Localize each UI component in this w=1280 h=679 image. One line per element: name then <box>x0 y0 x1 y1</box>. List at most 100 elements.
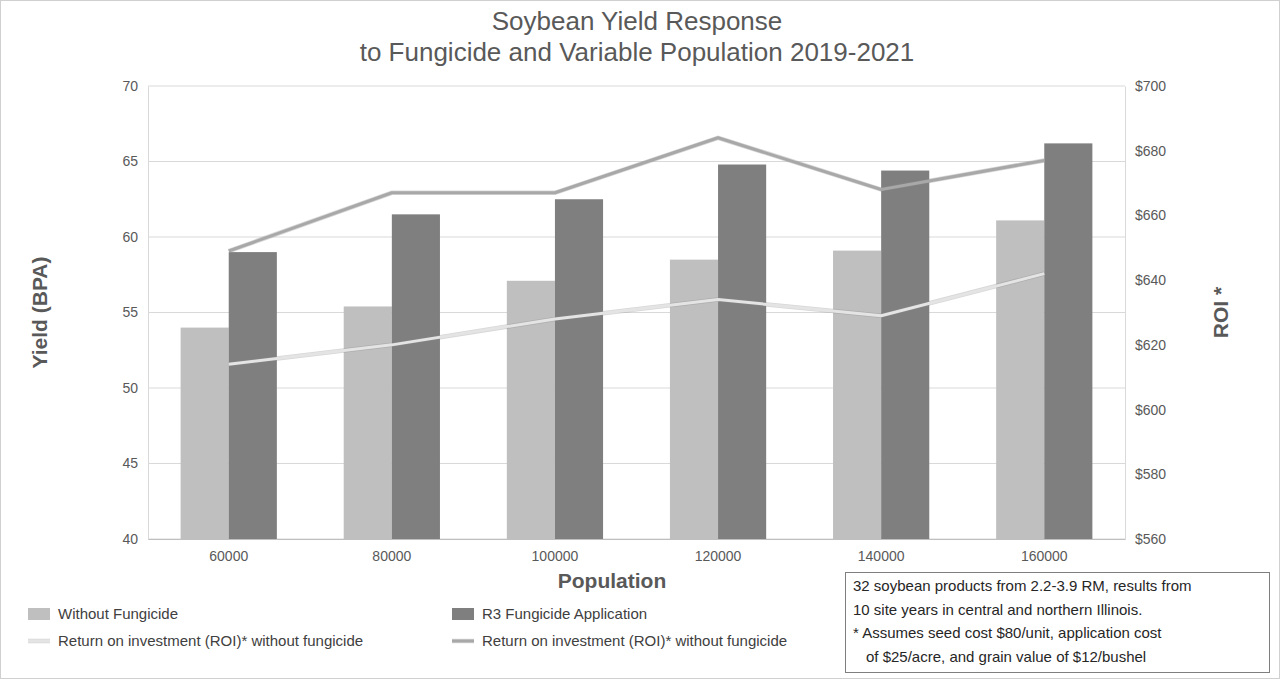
line <box>229 138 1045 251</box>
tick-label: 40 <box>122 531 138 547</box>
y-axis: 40 45 50 55 60 65 70 <box>122 78 148 547</box>
bar <box>181 328 229 539</box>
bar <box>555 199 603 539</box>
legend-swatch <box>452 640 474 643</box>
grid <box>148 86 1125 539</box>
tick-label: $660 <box>1135 207 1166 223</box>
bar <box>833 251 881 539</box>
tick: 55 <box>122 304 148 320</box>
tick: 80000 <box>372 548 411 564</box>
legend-item: Return on investment (ROI)* without fung… <box>28 632 363 649</box>
grid-line <box>148 312 1125 313</box>
tick: $580 <box>1125 466 1166 482</box>
tick-label: 140000 <box>858 548 905 564</box>
bar <box>344 306 392 539</box>
tick-label: $700 <box>1135 78 1166 94</box>
tick-label: 60 <box>122 229 138 245</box>
x-axis: 60000 80000 100000 120000 140000 160000 <box>149 540 1126 564</box>
plot-marks <box>181 138 1093 539</box>
tick-label: 100000 <box>532 548 579 564</box>
tick: 100000 <box>532 548 579 564</box>
legend-swatch <box>452 608 474 620</box>
legend-swatch-halo <box>28 639 50 644</box>
tick-label: 50 <box>122 380 138 396</box>
tick: 60 <box>122 229 148 245</box>
tick-label: $640 <box>1135 272 1166 288</box>
annotation-line: * Assumes seed cost $80/unit, applicatio… <box>853 624 1162 641</box>
legend-label: Return on investment (ROI)* without fung… <box>482 632 787 649</box>
legend-swatch <box>28 640 50 643</box>
bar <box>718 165 766 539</box>
tick: 40 <box>122 531 148 547</box>
bar <box>229 252 277 539</box>
tick: $640 <box>1125 272 1166 288</box>
grid-line <box>148 539 1125 540</box>
legend-label: Return on investment (ROI)* without fung… <box>58 632 363 649</box>
chart-root: Soybean Yield Responseto Fungicide and V… <box>0 0 1280 679</box>
legend-item: Without Fungicide <box>28 605 178 622</box>
title-line: Soybean Yield Response <box>492 6 783 36</box>
tick: 50 <box>122 380 148 396</box>
legend-label: R3 Fungicide Application <box>482 605 647 622</box>
tick: 45 <box>122 455 148 471</box>
tick: 120000 <box>695 548 742 564</box>
line <box>229 274 1045 365</box>
annotation-box <box>846 573 1270 673</box>
tick-label: 160000 <box>1021 548 1068 564</box>
title-line: to Fungicide and Variable Population 201… <box>360 37 915 67</box>
annotation: 32 soybean products from 2.2-3.9 RM, res… <box>846 573 1270 673</box>
y2-axis: $560 $580 $600 $620 $640 $660 $680 $700 <box>1125 78 1166 547</box>
tick-label: 55 <box>122 304 138 320</box>
legend-label: Without Fungicide <box>58 605 178 622</box>
legend-item: Return on investment (ROI)* without fung… <box>452 632 787 649</box>
grid-line <box>148 86 1125 87</box>
tick-label: 60000 <box>209 548 248 564</box>
legend-swatch <box>28 608 50 620</box>
x-axis-title: Population <box>558 569 667 592</box>
axis-line <box>149 539 1126 540</box>
annotation-line: 32 soybean products from 2.2-3.9 RM, res… <box>853 577 1191 594</box>
tick: $620 <box>1125 337 1166 353</box>
tick: 65 <box>122 153 148 169</box>
bar <box>1044 143 1092 539</box>
tick: $680 <box>1125 143 1166 159</box>
y-axis-title: Yield (BPA) <box>28 256 51 368</box>
tick: 60000 <box>209 548 248 564</box>
annotation-line: 10 site years in central and northern Il… <box>853 601 1142 618</box>
bar <box>996 220 1044 539</box>
tick-label: $620 <box>1135 337 1166 353</box>
tick: 160000 <box>1021 548 1068 564</box>
legend-swatch-halo <box>452 639 474 644</box>
tick-label: 80000 <box>372 548 411 564</box>
tick-label: 65 <box>122 153 138 169</box>
tick: 70 <box>122 78 148 94</box>
tick: $700 <box>1125 78 1166 94</box>
tick-label: $680 <box>1135 143 1166 159</box>
line-halo <box>229 274 1045 365</box>
tick-label: 45 <box>122 455 138 471</box>
bar <box>881 171 929 539</box>
legend: Without Fungicide R3 Fungicide Applicatio… <box>28 605 787 649</box>
bar <box>392 214 440 539</box>
axis-line <box>1125 87 1126 540</box>
y2-axis-title: ROI * <box>1209 286 1232 338</box>
legend-item: R3 Fungicide Application <box>452 605 647 622</box>
tick: $600 <box>1125 402 1166 418</box>
tick-label: $560 <box>1135 531 1166 547</box>
grid-line <box>148 463 1125 464</box>
tick: $660 <box>1125 207 1166 223</box>
tick-label: $600 <box>1135 402 1166 418</box>
chart-title: Soybean Yield Responseto Fungicide and V… <box>360 6 915 67</box>
line-halo <box>229 138 1045 251</box>
grid-line <box>148 161 1125 162</box>
tick-label: 120000 <box>695 548 742 564</box>
annotation-line: of $25/acre, and grain value of $12/bush… <box>866 648 1146 665</box>
tick-label: $580 <box>1135 466 1166 482</box>
tick: 140000 <box>858 548 905 564</box>
axis-line <box>148 87 149 540</box>
grid-line <box>148 388 1125 389</box>
tick-label: 70 <box>122 78 138 94</box>
grid-line <box>148 237 1125 238</box>
tick: $560 <box>1125 531 1166 547</box>
chart-frame <box>1 1 1280 679</box>
